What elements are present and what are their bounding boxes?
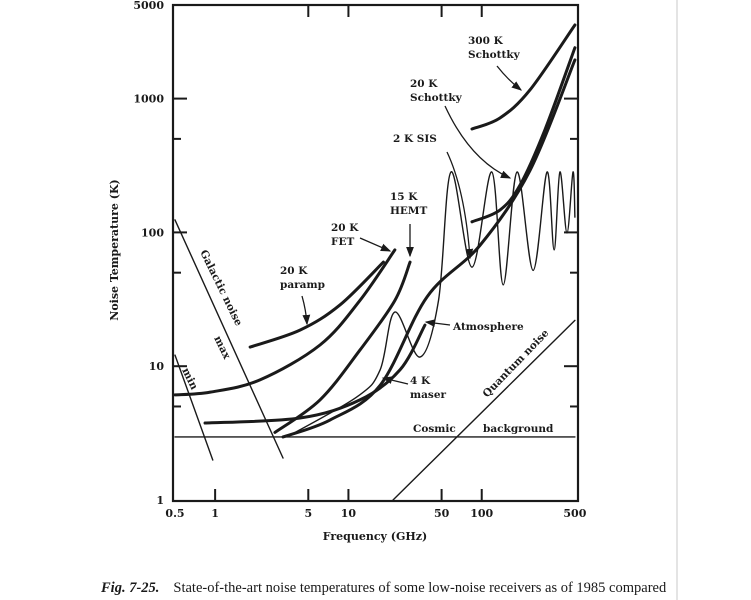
label-15k-hemt-line: HEMT <box>390 205 428 217</box>
series-300-k-schottky <box>470 23 577 131</box>
series-2-k-sis <box>281 58 577 439</box>
series-atmosphere <box>286 171 576 438</box>
label-20k-fet-line: 20 K <box>331 222 359 234</box>
label-4k-maser-line: maser <box>410 389 447 401</box>
label-quantum-noise-line: Quantum noise <box>481 327 552 400</box>
arrow-20k-paramp <box>301 295 311 326</box>
label-20k-schottky: 20 K Schottky <box>410 78 463 104</box>
x-tick-label: 50 <box>434 507 450 520</box>
series-20-k-schottky <box>470 46 577 224</box>
arrow-atmosphere <box>424 319 451 327</box>
series-20-k-fet <box>173 248 397 397</box>
y-tick-label: 5000 <box>133 0 164 12</box>
label-atmosphere: Atmosphere <box>452 321 524 333</box>
y-axis-title: Noise Temperature (K) <box>108 179 121 320</box>
label-cosmic-line: Cosmic <box>413 423 456 435</box>
label-15k-hemt: 15 K HEMT <box>390 191 428 217</box>
arrow-300k-schottky <box>496 65 523 91</box>
label-20k-paramp: 20 K paramp <box>280 265 325 291</box>
x-tick-label: 1 <box>211 507 219 520</box>
caption-text: State-of-the-art noise temperatures of s… <box>173 580 667 596</box>
label-4k-maser: 4 K maser <box>410 375 447 401</box>
label-20k-fet: 20 K FET <box>331 222 359 248</box>
label-20k-schottky-line: Schottky <box>410 92 463 104</box>
label-300k-schottky-line: Schottky <box>468 49 521 61</box>
label-galactic-noise: Galactic noise <box>197 248 244 328</box>
y-tick-label: 100 <box>141 226 164 239</box>
scan-edge <box>676 0 678 600</box>
label-2k-sis-line: 2 K SIS <box>393 133 437 145</box>
x-tick-label: 500 <box>563 507 586 520</box>
label-20k-schottky-line: 20 K <box>410 78 438 90</box>
series-quantum-noise <box>392 319 576 501</box>
label-20k-paramp-line: 20 K <box>280 265 308 277</box>
label-20k-fet-line: FET <box>331 236 354 248</box>
label-4k-maser-line: 4 K <box>410 375 431 387</box>
label-20k-paramp-line: paramp <box>280 279 325 291</box>
arrow-4k-maser <box>381 376 409 385</box>
y-tick-label: 10 <box>149 360 165 373</box>
label-background-line: background <box>483 423 554 435</box>
series-galactic-noise-min <box>174 354 214 461</box>
label-galactic-min: min <box>179 366 200 392</box>
label-2k-sis: 2 K SIS <box>393 133 437 145</box>
label-galactic-noise-line: Galactic noise <box>197 248 244 328</box>
y-tick-label: 1000 <box>133 93 164 106</box>
label-background: background <box>483 423 554 435</box>
label-300k-schottky: 300 K Schottky <box>468 35 521 61</box>
label-15k-hemt-line: 15 K <box>390 191 418 203</box>
x-tick-label: 100 <box>470 507 493 520</box>
label-galactic-min-line: min <box>179 366 200 392</box>
plot-frame <box>171 3 580 503</box>
x-tick-label: 10 <box>341 507 357 520</box>
series-4-k-maser <box>203 323 427 425</box>
label-atmosphere-line: Atmosphere <box>452 321 524 333</box>
arrow-2k-sis <box>446 151 474 260</box>
y-tick-label: 1 <box>156 494 164 507</box>
series-15-k-hemt <box>273 260 412 434</box>
caption-label: Fig. 7-25. <box>101 580 160 596</box>
x-axis-title: Frequency (GHz) <box>323 530 427 543</box>
label-300k-schottky-line: 300 K <box>468 35 504 47</box>
x-tick-label: 5 <box>304 507 312 520</box>
x-tick-label: 0.5 <box>165 507 184 520</box>
arrow-20k-fet <box>359 237 392 252</box>
series-20-k-paramp <box>248 260 385 349</box>
label-galactic-max-line: max <box>211 334 233 362</box>
label-galactic-max: max <box>211 334 233 362</box>
label-cosmic: Cosmic <box>413 423 456 435</box>
figure-caption: Fig. 7-25. State-of-the-art noise tempera… <box>101 580 666 597</box>
series-group <box>173 23 577 501</box>
arrow-20k-schottky <box>444 105 512 179</box>
series-galactic-noise-max <box>174 219 284 459</box>
label-quantum-noise: Quantum noise <box>481 327 552 400</box>
